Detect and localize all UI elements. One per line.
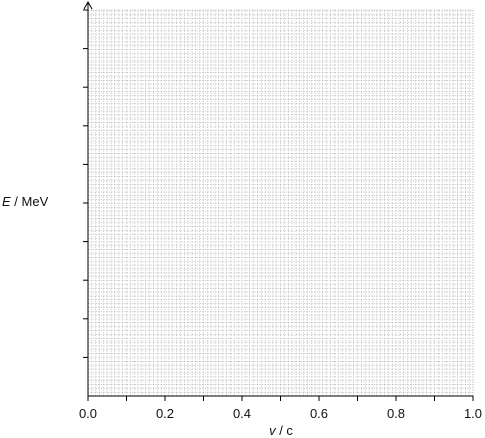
x-axis-ticks [87, 396, 474, 401]
x-axis-sep: / [276, 423, 287, 438]
x-tick-label: 0.6 [310, 406, 328, 421]
y-axis-unit: MeV [22, 194, 49, 209]
y-axis-sep: / [11, 194, 22, 209]
x-axis-var: v [269, 423, 277, 438]
y-axis-title: E / MeV [2, 194, 49, 209]
x-tick-label: 0.4 [233, 406, 251, 421]
x-tick-label: 0.2 [156, 406, 174, 421]
x-axis-title: v / c [269, 423, 293, 438]
y-axis-ticks [83, 9, 88, 358]
grid [87, 9, 474, 397]
y-axis-arrow-icon [83, 0, 93, 10]
y-axis-var: E [2, 194, 11, 209]
x-tick-label: 1.0 [464, 406, 482, 421]
x-axis-unit: c [286, 423, 293, 438]
x-tick-label: 0.8 [387, 406, 405, 421]
x-tick-label: 0.0 [79, 406, 97, 421]
x-tick-labels: 0.0 0.2 0.4 0.6 0.8 1.0 [79, 406, 482, 421]
